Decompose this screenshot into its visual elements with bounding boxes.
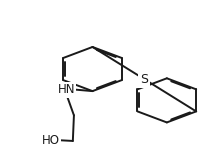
Text: HO: HO (42, 134, 60, 147)
Text: HN: HN (57, 83, 75, 96)
Text: S: S (140, 73, 148, 86)
